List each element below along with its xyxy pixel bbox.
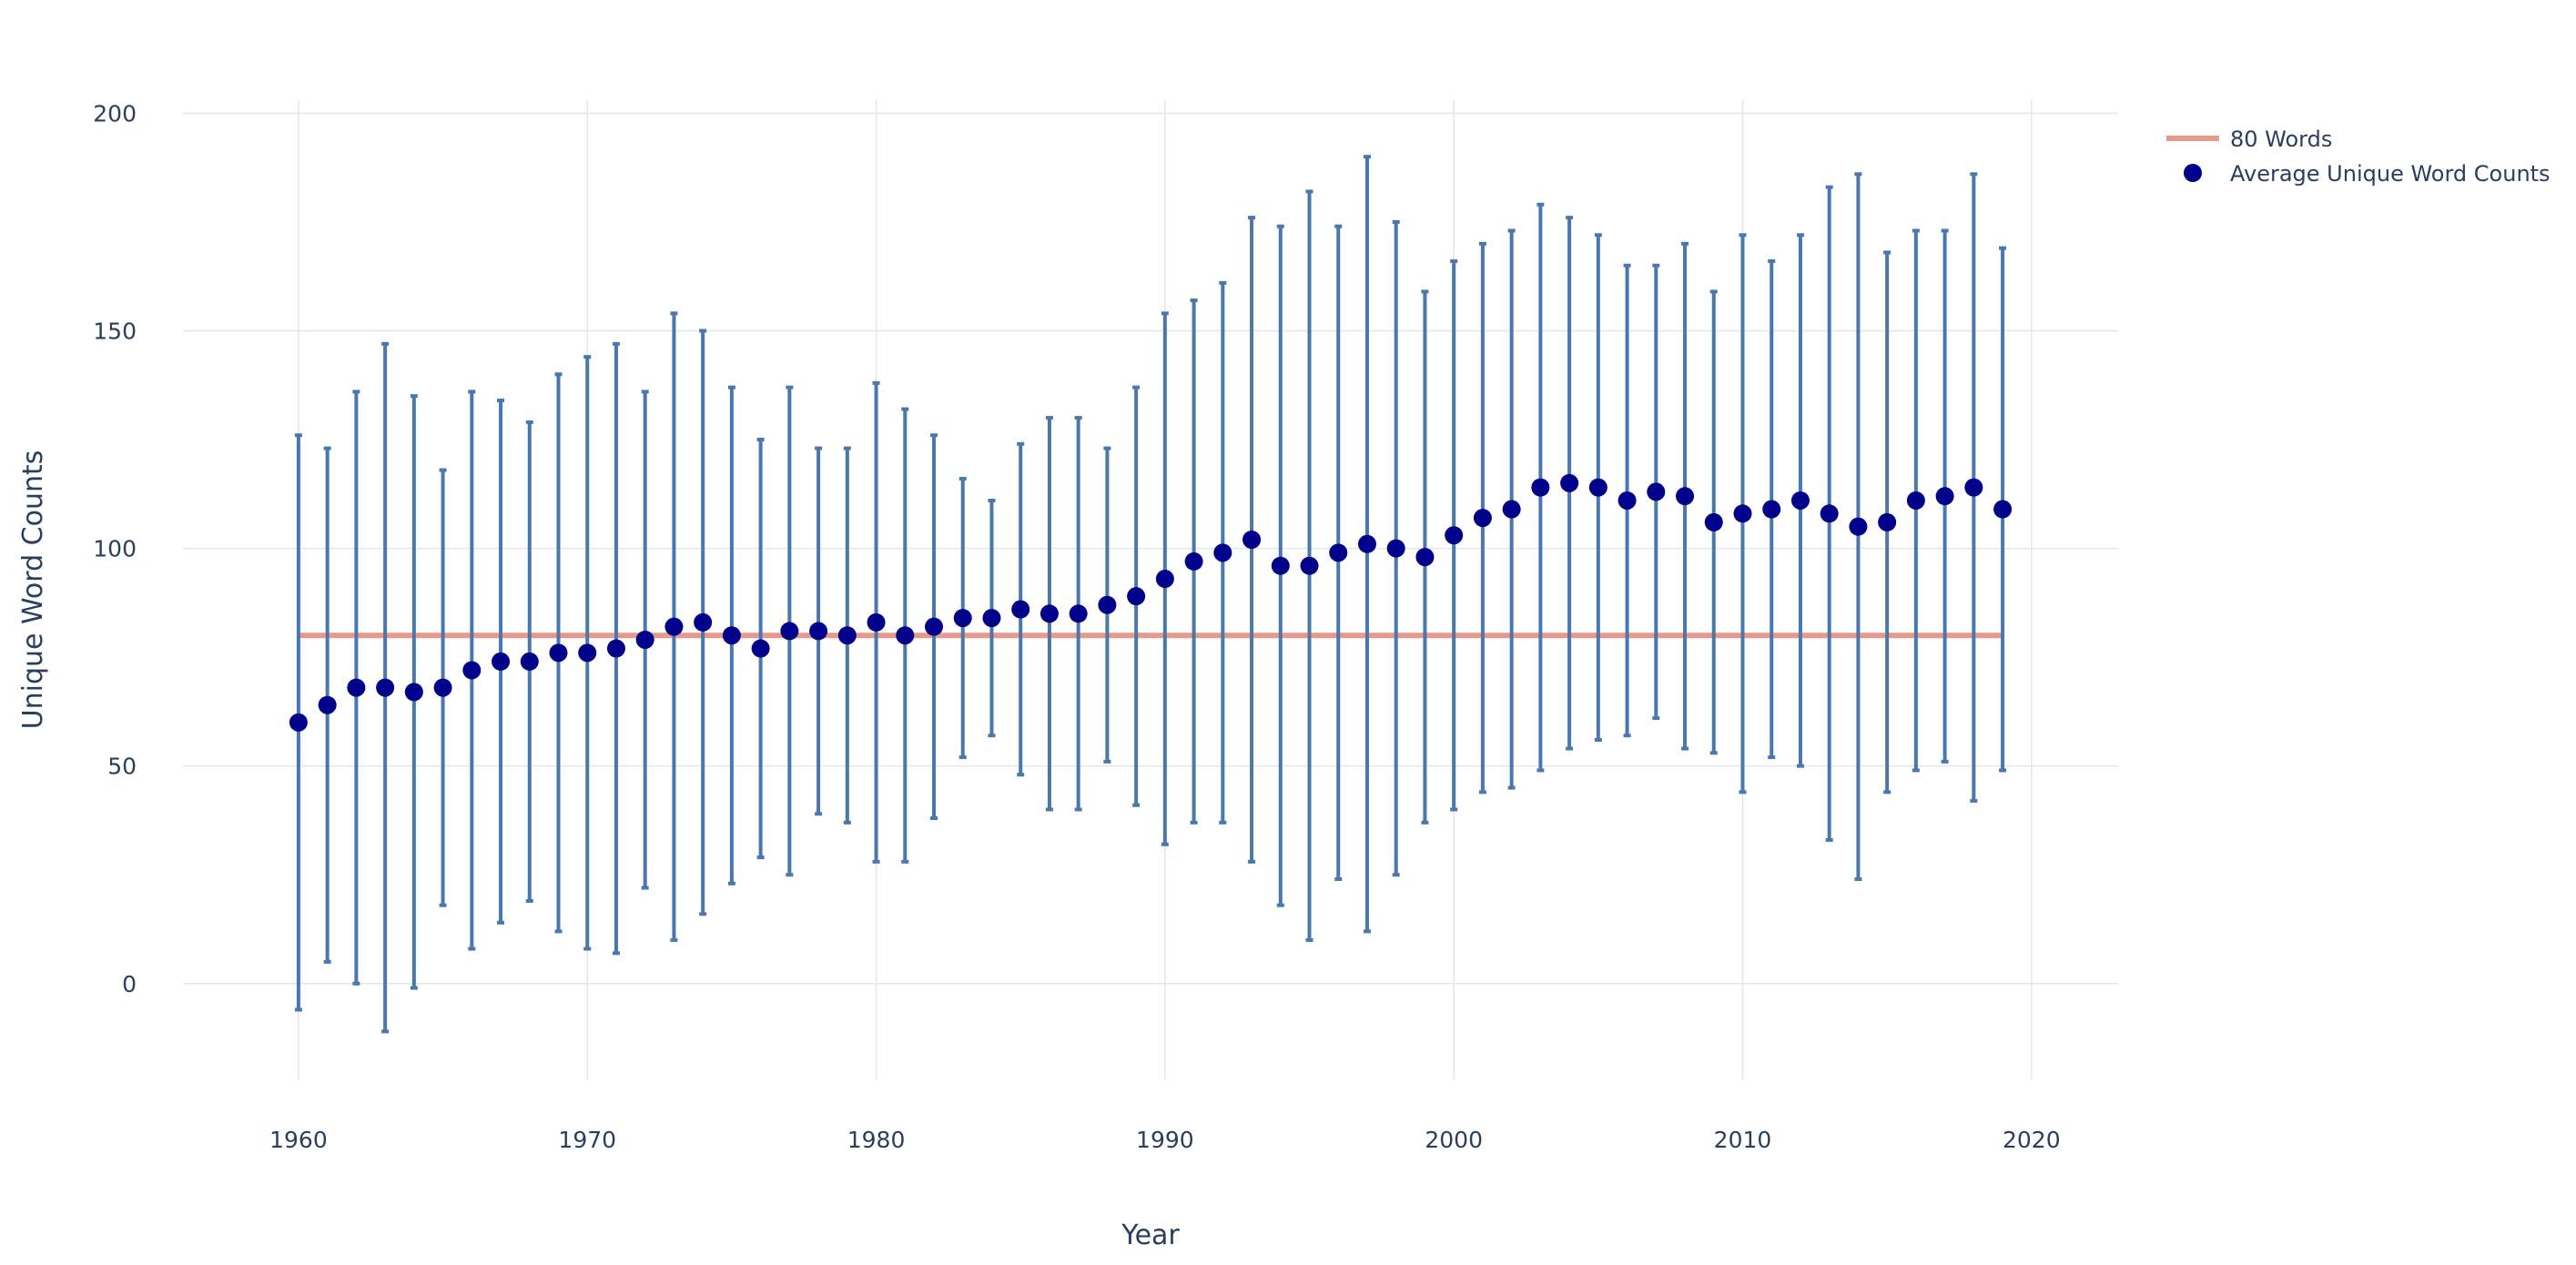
y-tick-label: 200 — [93, 100, 137, 126]
data-point — [289, 713, 308, 732]
data-point — [404, 683, 423, 702]
x-axis-title: Year — [1121, 1219, 1180, 1251]
legend: 80 Words Average Unique Word Counts — [2166, 126, 2551, 187]
data-point — [1849, 517, 1868, 536]
data-point — [1935, 487, 1954, 506]
data-point — [694, 612, 713, 632]
data-point — [925, 617, 944, 636]
error-bars — [294, 155, 2007, 1034]
data-point — [722, 626, 741, 645]
data-point — [1790, 491, 1810, 510]
data-point — [520, 652, 539, 671]
data-point — [578, 643, 597, 663]
legend-marker-swatch — [2184, 164, 2202, 182]
data-point — [1445, 526, 1464, 545]
data-point — [1271, 556, 1290, 575]
data-point — [1964, 478, 1983, 497]
data-point — [1213, 543, 1232, 562]
y-tick-label: 50 — [107, 754, 137, 780]
x-tick-label: 1970 — [558, 1127, 616, 1153]
data-point — [635, 630, 654, 649]
data-point — [1588, 478, 1607, 497]
data-point — [1618, 491, 1637, 510]
y-tick-label: 100 — [93, 536, 137, 562]
legend-label-average: Average Unique Word Counts — [2230, 161, 2551, 187]
data-point — [1878, 512, 1897, 531]
data-point — [1098, 595, 1117, 614]
data-point — [1733, 504, 1752, 523]
data-point — [1040, 604, 1059, 623]
x-tick-label: 1960 — [269, 1127, 328, 1153]
data-point — [347, 678, 366, 697]
data-point — [1906, 491, 1925, 510]
data-point — [1300, 556, 1319, 575]
data-point — [1704, 512, 1723, 531]
data-point — [867, 612, 886, 632]
y-axis-title: Unique Word Counts — [17, 450, 49, 730]
data-point — [837, 626, 857, 645]
data-point — [1127, 587, 1146, 606]
data-point — [1011, 600, 1030, 619]
data-point — [492, 652, 511, 671]
data-point — [1242, 531, 1262, 550]
data-point — [433, 678, 452, 697]
data-point — [953, 609, 972, 628]
data-point — [1184, 552, 1203, 571]
data-point — [462, 661, 482, 680]
data-point — [1762, 500, 1781, 519]
data-point — [1357, 534, 1376, 553]
data-point — [549, 643, 568, 663]
data-point — [1415, 548, 1435, 567]
data-point — [1386, 539, 1405, 558]
data-point — [1329, 543, 1348, 562]
data-point — [780, 622, 799, 641]
data-point — [1993, 500, 2013, 519]
data-point — [664, 617, 684, 636]
data-point — [1473, 509, 1492, 528]
data-point — [809, 622, 828, 641]
data-point — [751, 639, 770, 658]
data-point — [606, 639, 625, 658]
data-points — [289, 473, 2013, 732]
data-point — [896, 626, 915, 645]
tick-labels: 1960 1970 1980 1990 2000 2010 2020 0 50 100 150 200 — [93, 100, 2060, 1153]
data-point — [1069, 604, 1088, 623]
data-point — [1531, 478, 1550, 497]
data-point — [1155, 570, 1174, 589]
y-tick-label: 0 — [122, 971, 137, 997]
legend-label-80-words: 80 Words — [2230, 126, 2332, 152]
y-tick-label: 150 — [93, 318, 137, 344]
data-point — [982, 609, 1001, 628]
data-point — [1560, 473, 1579, 492]
x-tick-label: 1990 — [1136, 1127, 1194, 1153]
data-point — [1676, 487, 1695, 506]
data-point — [1647, 482, 1666, 501]
x-tick-label: 2010 — [1714, 1127, 1772, 1153]
x-tick-label: 1980 — [847, 1127, 906, 1153]
data-point — [376, 678, 395, 697]
data-point — [318, 695, 337, 714]
x-tick-label: 2020 — [2003, 1127, 2061, 1153]
data-point — [1820, 504, 1839, 523]
x-tick-label: 2000 — [1425, 1127, 1483, 1153]
data-point — [1502, 500, 1521, 519]
